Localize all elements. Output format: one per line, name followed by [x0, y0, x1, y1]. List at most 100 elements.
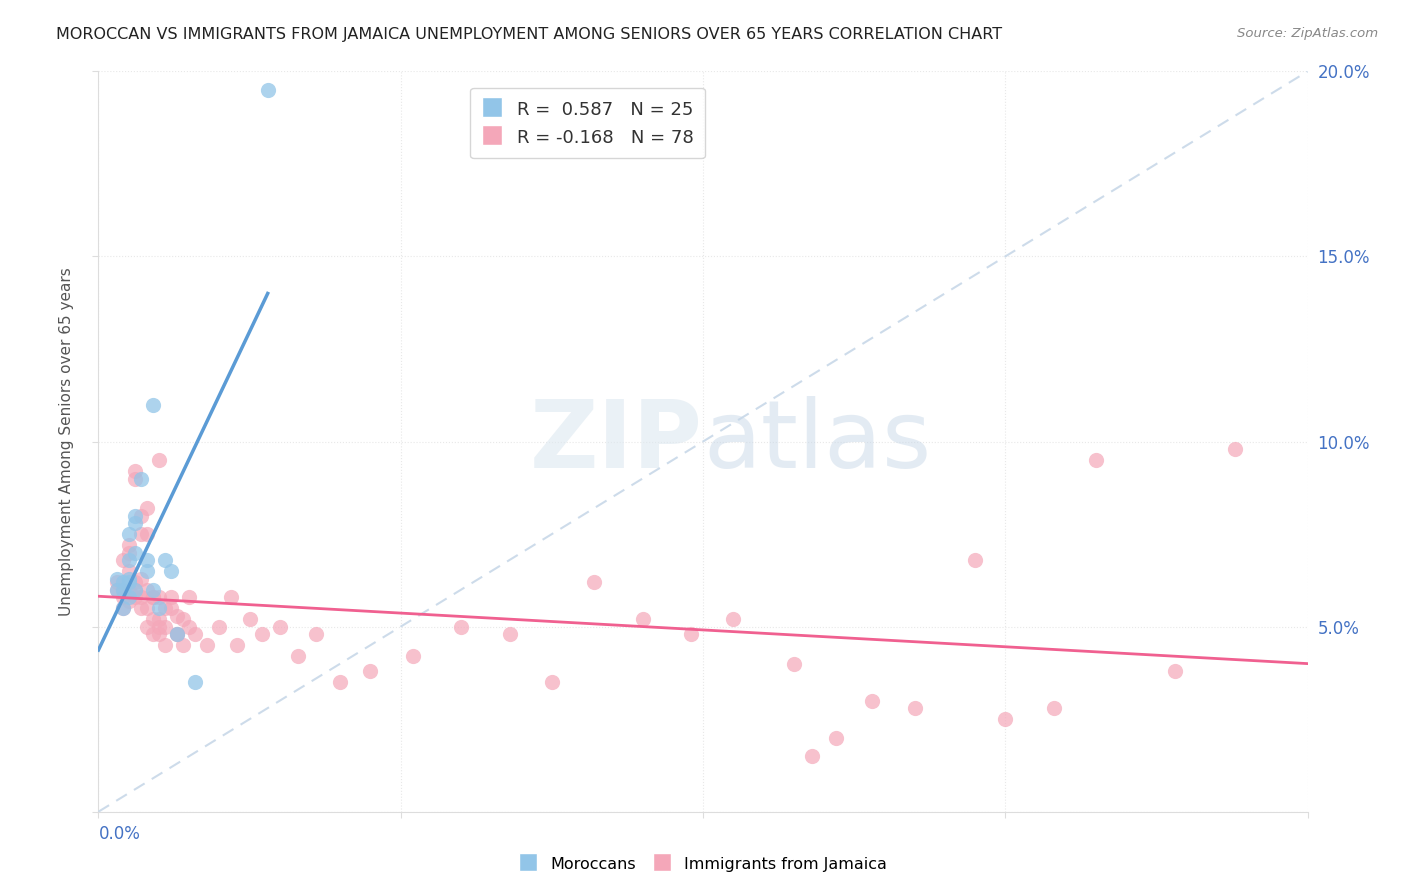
Point [105, 582, 128, 597]
Point [166, 627, 188, 641]
Point [631, 612, 654, 626]
Point [124, 464, 146, 478]
Point [105, 572, 128, 586]
Point [994, 712, 1017, 726]
Point [118, 527, 141, 541]
Point [269, 619, 291, 633]
Point [129, 472, 152, 486]
Point [135, 527, 157, 541]
Point [142, 612, 165, 626]
Point [166, 627, 188, 641]
Point [111, 553, 134, 567]
Point [679, 627, 702, 641]
Point [148, 453, 170, 467]
Point [148, 612, 170, 626]
Point [111, 575, 134, 590]
Point [239, 612, 262, 626]
Point [111, 582, 134, 597]
Point [148, 601, 170, 615]
Point [118, 572, 141, 586]
Point [111, 582, 134, 597]
Point [904, 701, 927, 715]
Point [118, 564, 141, 578]
Point [129, 601, 152, 615]
Point [118, 553, 141, 567]
Point [195, 638, 218, 652]
Point [124, 545, 146, 560]
Point [160, 590, 183, 604]
Point [153, 638, 176, 652]
Text: MOROCCAN VS IMMIGRANTS FROM JAMAICA UNEMPLOYMENT AMONG SENIORS OVER 65 YEARS COR: MOROCCAN VS IMMIGRANTS FROM JAMAICA UNEM… [56, 27, 1002, 42]
Point [166, 608, 188, 623]
Point [129, 508, 152, 523]
Point [723, 612, 745, 626]
Text: Source: ZipAtlas.com: Source: ZipAtlas.com [1237, 27, 1378, 40]
Point [498, 627, 520, 641]
Point [783, 657, 806, 671]
Point [184, 627, 207, 641]
Point [450, 619, 472, 633]
Point [160, 601, 183, 615]
Point [305, 627, 328, 641]
Point [135, 553, 157, 567]
Point [172, 612, 194, 626]
Point [124, 516, 146, 530]
Point [1223, 442, 1246, 456]
Point [1042, 701, 1064, 715]
Point [135, 619, 157, 633]
Point [965, 553, 987, 567]
Point [360, 664, 382, 678]
Point [135, 582, 157, 597]
Point [800, 749, 823, 764]
Point [129, 572, 152, 586]
Point [825, 731, 848, 745]
Point [124, 472, 146, 486]
Legend: R =  0.587   N = 25, R = -0.168   N = 78: R = 0.587 N = 25, R = -0.168 N = 78 [470, 87, 704, 159]
Point [142, 627, 165, 641]
Point [124, 582, 146, 597]
Point [402, 649, 425, 664]
Point [135, 501, 157, 516]
Point [129, 590, 152, 604]
Legend: Moroccans, Immigrants from Jamaica: Moroccans, Immigrants from Jamaica [512, 848, 894, 880]
Point [118, 545, 141, 560]
Point [1163, 664, 1185, 678]
Point [111, 601, 134, 615]
Point [124, 575, 146, 590]
Y-axis label: Unemployment Among Seniors over 65 years: Unemployment Among Seniors over 65 years [59, 268, 75, 615]
Point [111, 590, 134, 604]
Point [208, 619, 231, 633]
Text: ZIP: ZIP [530, 395, 703, 488]
Point [135, 564, 157, 578]
Point [118, 538, 141, 552]
Point [172, 638, 194, 652]
Point [153, 619, 176, 633]
Point [226, 638, 249, 652]
Point [148, 619, 170, 633]
Point [540, 675, 562, 690]
Point [111, 601, 134, 615]
Point [124, 590, 146, 604]
Point [287, 649, 309, 664]
Point [135, 601, 157, 615]
Point [142, 582, 165, 597]
Text: atlas: atlas [703, 395, 931, 488]
Point [160, 564, 183, 578]
Point [256, 83, 278, 97]
Point [142, 590, 165, 604]
Point [221, 590, 243, 604]
Point [118, 575, 141, 590]
Point [583, 575, 606, 590]
Point [250, 627, 273, 641]
Point [166, 627, 188, 641]
Point [118, 593, 141, 607]
Point [860, 694, 883, 708]
Point [179, 590, 201, 604]
Point [179, 619, 201, 633]
Point [105, 582, 128, 597]
Point [105, 575, 128, 590]
Point [148, 627, 170, 641]
Point [148, 590, 170, 604]
Point [1085, 453, 1108, 467]
Point [153, 553, 176, 567]
